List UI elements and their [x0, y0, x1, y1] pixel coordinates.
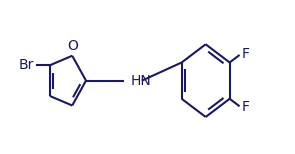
Text: Br: Br	[19, 58, 35, 72]
Text: F: F	[241, 47, 249, 61]
Text: HN: HN	[131, 74, 152, 88]
Text: F: F	[241, 100, 249, 114]
Text: O: O	[67, 39, 78, 53]
